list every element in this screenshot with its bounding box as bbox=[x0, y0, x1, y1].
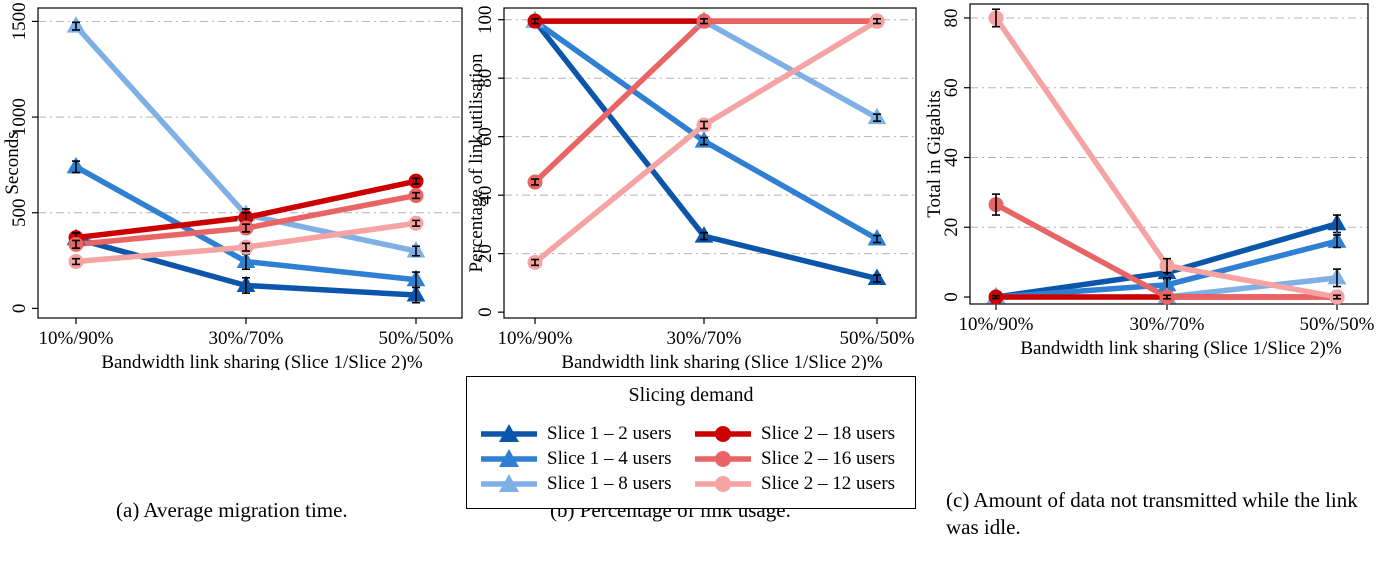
legend-label: Slice 1 – 4 users bbox=[547, 448, 672, 469]
x-axis-label: Bandwidth link sharing (Slice 1/Slice 2)… bbox=[101, 352, 423, 370]
y-axis-label: Percentage of link utilisation bbox=[466, 53, 487, 272]
legend-item: Slice 2 – 16 users bbox=[693, 447, 908, 471]
plot-frame bbox=[503, 7, 917, 319]
x-tick-label: 30%/70% bbox=[667, 328, 742, 349]
y-axis-label: Total in Gigabits bbox=[924, 90, 945, 217]
y-tick-label: 20 bbox=[475, 244, 496, 263]
legend-item: Slice 2 – 12 users bbox=[693, 472, 908, 496]
triangle-marker-icon bbox=[481, 449, 537, 467]
circle-marker-icon bbox=[695, 451, 751, 467]
series-line bbox=[535, 18, 879, 121]
y-tick-label: 60 bbox=[475, 127, 496, 146]
legend-title: Slicing demand bbox=[628, 384, 754, 406]
y-tick-label: 80 bbox=[475, 69, 496, 88]
legend-label: Slice 2 – 12 users bbox=[761, 473, 896, 494]
x-tick-label: 30%/70% bbox=[1130, 314, 1205, 335]
chart-panel-b: 0 20 40 60 80 100 10%/90% 30%/70% 50%/50% Bandwid… bbox=[466, 5, 917, 370]
x-tick-label: 50%/50% bbox=[1300, 314, 1375, 335]
legend-item: Slice 1 – 2 users bbox=[479, 422, 694, 446]
chart-panel-a: 0 500 1000 1500 10%/90% 30%/70% 50%/50% Bandwid… bbox=[2, 2, 463, 370]
series-line bbox=[533, 18, 877, 185]
legend-box: Slicing demand Slice 1 – 2 users Slice 1 … bbox=[466, 376, 916, 509]
legend-label: Slice 2 – 18 users bbox=[761, 423, 896, 444]
y-tick-label: 1000 bbox=[9, 98, 30, 136]
y-tick-label: 0 bbox=[9, 304, 30, 314]
x-axis-label: Bandwidth link sharing (Slice 1/Slice 2)… bbox=[561, 352, 883, 370]
y-tick-label: 0 bbox=[475, 307, 496, 317]
triangle-marker-icon bbox=[481, 424, 537, 442]
chart-panel-c: 0 20 40 60 80 10%/90% 30%/70% 50%/50% Bandwidth … bbox=[924, 3, 1375, 359]
y-tick-label: 20 bbox=[941, 218, 962, 237]
legend-item: Slice 1 – 8 users bbox=[479, 472, 694, 496]
circle-marker-icon bbox=[695, 426, 751, 442]
x-tick-label: 10%/90% bbox=[39, 328, 114, 349]
x-tick-label: 30%/70% bbox=[209, 328, 284, 349]
legend-item: Slice 2 – 18 users bbox=[693, 422, 908, 446]
x-tick-label: 10%/90% bbox=[498, 328, 573, 349]
caption-c: (c) Amount of data not transmitted while… bbox=[946, 488, 1358, 539]
triangle-marker-icon bbox=[481, 474, 537, 492]
y-axis-label: Seconds bbox=[2, 131, 23, 194]
legend-label: Slice 1 – 2 users bbox=[547, 423, 672, 444]
y-tick-label: 40 bbox=[475, 186, 496, 205]
plot-frame bbox=[37, 7, 463, 319]
y-tick-label: 1500 bbox=[9, 2, 30, 40]
y-tick-label: 80 bbox=[941, 8, 962, 27]
legend-item: Slice 1 – 4 users bbox=[479, 447, 694, 471]
legend-label: Slice 2 – 16 users bbox=[761, 448, 896, 469]
y-tick-label: 500 bbox=[9, 199, 30, 228]
y-tick-label: 100 bbox=[475, 5, 496, 34]
caption-a: (a) Average migration time. bbox=[116, 498, 348, 522]
y-tick-label: 40 bbox=[941, 148, 962, 167]
x-axis-label: Bandwidth link sharing (Slice 1/Slice 2)… bbox=[1020, 338, 1342, 359]
y-tick-label: 60 bbox=[941, 78, 962, 97]
circle-marker-icon bbox=[695, 476, 751, 492]
x-tick-label: 50%/50% bbox=[840, 328, 915, 349]
y-tick-label: 0 bbox=[941, 292, 962, 302]
x-tick-label: 50%/50% bbox=[379, 328, 454, 349]
x-tick-label: 10%/90% bbox=[959, 314, 1034, 335]
legend-label: Slice 1 – 8 users bbox=[547, 473, 672, 494]
